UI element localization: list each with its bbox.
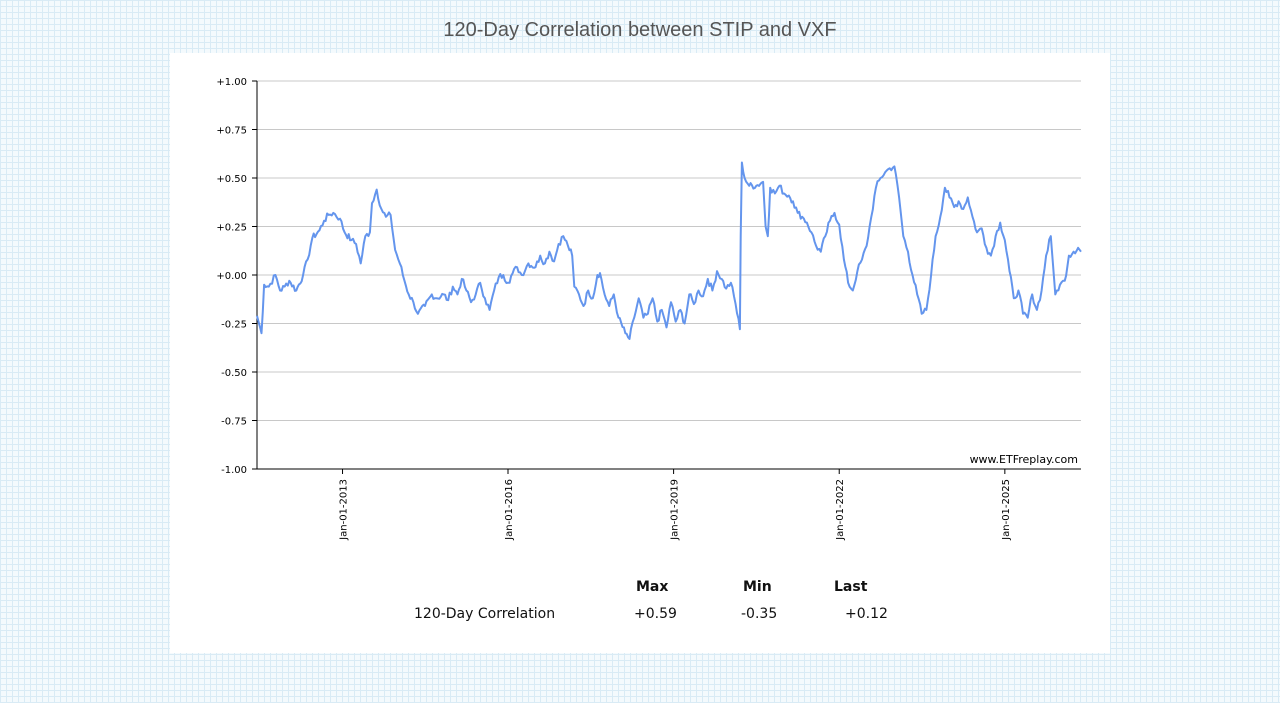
y-tick-label: -0.50 <box>221 368 247 379</box>
y-tick-label: +0.25 <box>216 223 247 234</box>
y-tick-label: -1.00 <box>221 465 247 476</box>
x-tick-label: Jan-01-2019 <box>670 479 681 541</box>
watermark: www.ETFreplay.com <box>970 453 1078 466</box>
x-tick-label: Jan-01-2013 <box>339 479 350 541</box>
y-tick-label: -0.25 <box>221 320 247 331</box>
y-tick-label: +0.75 <box>216 126 247 137</box>
chart-title: 120-Day Correlation between STIP and VXF <box>443 19 837 41</box>
line-chart: +1.00 +0.75 +0.50 +0.25 +0.00 -0.25 -0.50 -0.75… <box>216 77 1082 541</box>
series-line <box>256 161 1082 340</box>
y-tick-label: -0.75 <box>221 417 247 428</box>
x-tick-label: Jan-01-2025 <box>1001 479 1012 541</box>
x-tick-label: Jan-01-2022 <box>835 479 846 541</box>
x-tick-label: Jan-01-2016 <box>504 479 515 541</box>
chart-panel: +1.00 +0.75 +0.50 +0.25 +0.00 -0.25 -0.50 -0.75… <box>170 53 1110 653</box>
y-tick-label: +1.00 <box>216 77 247 88</box>
y-tick-label: +0.50 <box>216 174 247 185</box>
y-tick-label: +0.00 <box>216 271 247 282</box>
